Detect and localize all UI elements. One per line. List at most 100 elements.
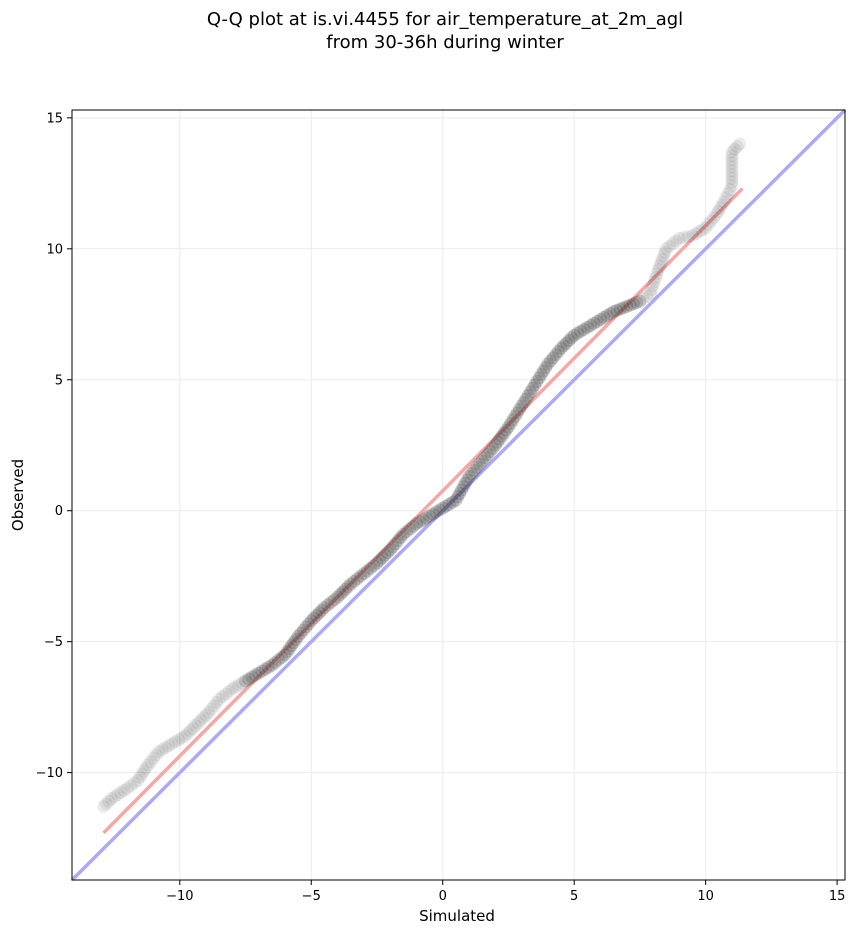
data-point xyxy=(499,423,513,437)
data-points xyxy=(97,137,747,814)
data-point xyxy=(99,797,113,811)
data-point xyxy=(255,664,269,678)
data-point xyxy=(196,711,210,725)
data-point xyxy=(521,388,535,402)
data-point xyxy=(302,617,316,631)
data-point xyxy=(413,515,427,529)
data-point xyxy=(662,239,676,253)
data-point xyxy=(338,582,352,596)
data-point xyxy=(426,507,440,521)
data-point xyxy=(709,208,723,222)
data-point xyxy=(467,463,481,477)
data-point xyxy=(666,237,680,251)
data-point xyxy=(616,301,630,315)
data-point xyxy=(131,773,145,787)
data-point xyxy=(725,171,739,185)
x-tick-label: −10 xyxy=(166,889,193,904)
data-point xyxy=(268,656,282,670)
data-point xyxy=(252,666,266,680)
data-point xyxy=(528,378,542,392)
data-point xyxy=(695,223,709,237)
data-point xyxy=(210,696,224,710)
data-point xyxy=(317,601,331,615)
x-tick-label: −5 xyxy=(302,889,321,904)
data-point xyxy=(442,497,456,511)
data-point xyxy=(486,441,500,455)
data-point xyxy=(557,339,571,353)
data-point xyxy=(400,525,414,539)
data-point xyxy=(289,632,303,646)
data-point xyxy=(327,593,341,607)
data-point xyxy=(677,230,691,244)
data-point xyxy=(510,406,524,420)
data-point xyxy=(470,460,484,474)
data-point xyxy=(711,204,725,218)
data-point xyxy=(554,341,568,355)
data-point xyxy=(285,639,299,653)
data-point xyxy=(216,690,230,704)
data-point xyxy=(453,487,467,501)
data-point xyxy=(378,548,392,562)
data-point xyxy=(626,297,640,311)
data-point xyxy=(291,629,305,643)
data-point xyxy=(429,505,443,519)
data-point xyxy=(449,493,463,507)
data-point xyxy=(144,754,158,768)
data-point xyxy=(645,282,659,296)
data-point xyxy=(659,242,673,256)
data-point xyxy=(539,361,553,375)
data-point xyxy=(331,590,345,604)
data-point xyxy=(475,454,489,468)
data-point xyxy=(725,175,739,189)
data-point xyxy=(506,413,520,427)
y-tick-label: 0 xyxy=(55,504,63,519)
data-point xyxy=(495,429,509,443)
data-point xyxy=(304,614,318,628)
data-point xyxy=(229,680,243,694)
data-point xyxy=(473,457,487,471)
data-point xyxy=(373,553,387,567)
data-point xyxy=(458,476,472,490)
data-point xyxy=(515,399,529,413)
data-point xyxy=(271,653,285,667)
data-point xyxy=(565,331,579,345)
data-point xyxy=(199,708,213,722)
data-point xyxy=(416,513,430,527)
data-point xyxy=(111,788,125,802)
data-point xyxy=(436,501,450,515)
data-point xyxy=(354,569,368,583)
data-point xyxy=(640,289,654,303)
data-point xyxy=(350,572,364,586)
data-point xyxy=(239,674,253,688)
data-point xyxy=(704,214,718,228)
data-point xyxy=(315,603,329,617)
data-point xyxy=(559,336,573,350)
data-point xyxy=(183,724,197,738)
data-point xyxy=(593,313,607,327)
data-point xyxy=(242,672,256,686)
data-point xyxy=(312,606,326,620)
reference-lines xyxy=(70,108,847,882)
data-point xyxy=(360,564,374,578)
data-point xyxy=(222,684,236,698)
data-point xyxy=(623,298,637,312)
data-point xyxy=(501,420,515,434)
data-point xyxy=(587,316,601,330)
data-point xyxy=(97,800,111,814)
data-point xyxy=(733,137,747,151)
data-point xyxy=(630,296,644,309)
data-point xyxy=(493,432,507,446)
data-point xyxy=(725,160,739,174)
data-point xyxy=(465,467,479,481)
data-point xyxy=(175,731,189,745)
data-point xyxy=(386,540,400,554)
data-point xyxy=(139,761,153,775)
data-point xyxy=(570,326,584,340)
data-point xyxy=(707,211,721,225)
data-point xyxy=(127,776,141,790)
data-point xyxy=(725,164,739,178)
axis-ticks: −10 −5 0 5 10 15 −10 −5 0 5 10 15 xyxy=(36,111,846,904)
data-point xyxy=(526,381,540,395)
data-point xyxy=(344,577,358,591)
